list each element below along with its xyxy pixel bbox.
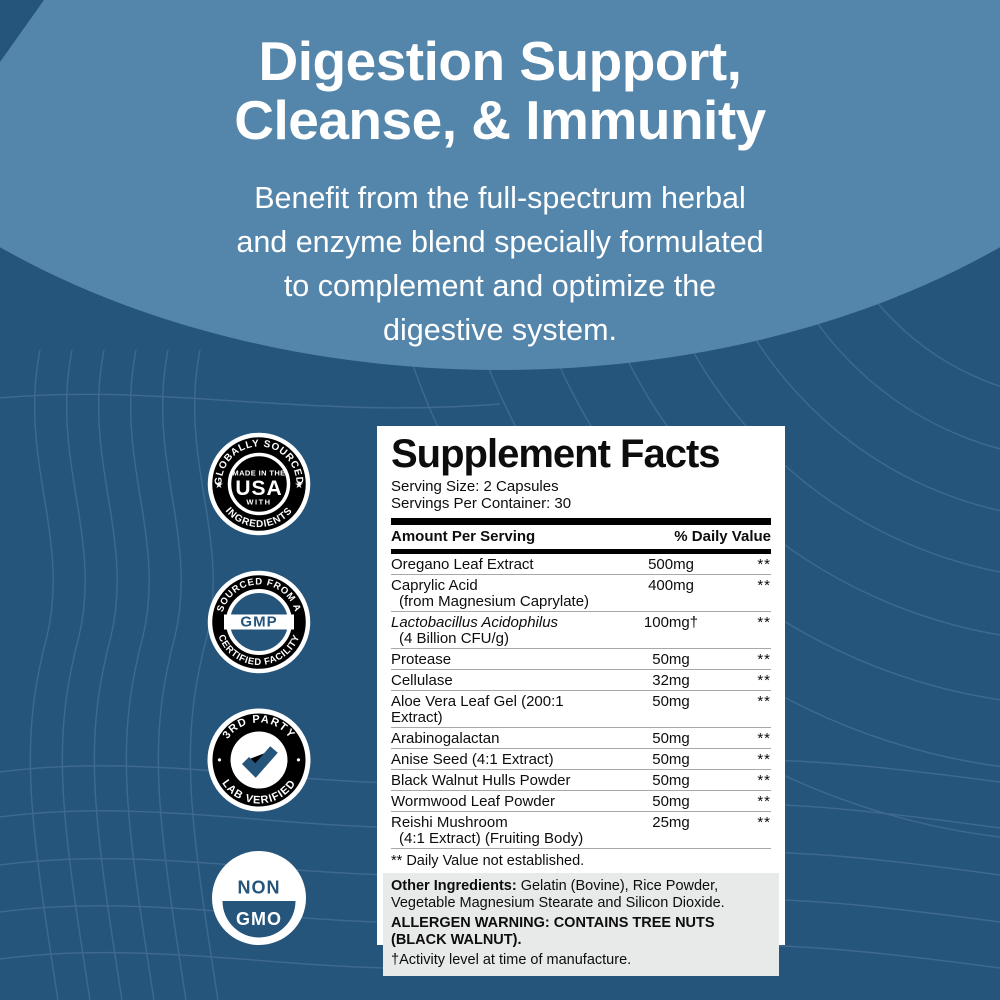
ingredient-row: Arabinogalactan 50mg ** <box>391 728 771 749</box>
non-gmo-badge: NON GMO <box>207 846 311 950</box>
star-icon: ★ <box>295 480 304 491</box>
ingredient-name: Wormwood Leaf Powder <box>391 793 555 810</box>
ingredient-name: Anise Seed (4:1 Extract) <box>391 751 554 768</box>
page-subtitle-line: Benefit from the full-spectrum herbal <box>254 181 746 215</box>
ingredient-amount: 50mg <box>652 751 690 768</box>
ingredient-row: Wormwood Leaf Powder 50mg ** <box>391 791 771 812</box>
ingredient-name: Reishi Mushroom <box>391 814 508 831</box>
ingredient-amount: 25mg <box>652 814 690 831</box>
page-title: Digestion Support, Cleanse, & Immunity <box>0 32 1000 150</box>
non-text: NON <box>238 878 281 898</box>
gmp-badge: GMP SOURCED FROM A CERTIFIED FACILITY <box>207 570 311 674</box>
ingredient-amount: 100mg† <box>643 614 699 631</box>
ingredient-row: Oregano Leaf Extract 500mg ** <box>391 554 771 575</box>
gmp-stamp-icon: GMP SOURCED FROM A CERTIFIED FACILITY <box>207 570 311 674</box>
ingredient-name: Black Walnut Hulls Powder <box>391 772 571 789</box>
ingredient-name: Aloe Vera Leaf Gel (200:1 Extract) <box>391 693 564 726</box>
ingredient-daily-value: ** <box>757 672 771 689</box>
ingredient-subtext: (from Magnesium Caprylate) <box>399 593 590 610</box>
ingredient-name: Lactobacillus Acidophilus <box>391 614 559 631</box>
ingredient-row: Protease 50mg ** <box>391 649 771 670</box>
divider-bar <box>391 518 771 525</box>
daily-value-note: ** Daily Value not established. <box>391 853 585 869</box>
ingredient-amount: 50mg <box>652 693 690 710</box>
ingredient-row: Cellulase 32mg ** <box>391 670 771 691</box>
ingredient-name: Arabinogalactan <box>391 730 500 747</box>
usa-center-main-text: USA <box>235 477 282 500</box>
checkmark-icon <box>241 746 278 778</box>
hero-background-shape <box>0 0 1000 370</box>
usa-stamp-icon: GLOBALLY SOURCED INGREDIENTS ★ ★ MADE IN… <box>207 432 311 536</box>
ingredient-amount: 50mg <box>652 772 690 789</box>
page-title-line1: Digestion Support, <box>258 30 742 92</box>
star-icon: ★ <box>215 480 224 491</box>
ingredient-row: Aloe Vera Leaf Gel (200:1 Extract) 50mg … <box>391 691 771 728</box>
ingredient-amount: 32mg <box>652 672 690 689</box>
other-ingredients-label: Other Ingredients: <box>391 878 517 894</box>
ingredient-row: Anise Seed (4:1 Extract) 50mg ** <box>391 749 771 770</box>
other-ingredients-box: Other Ingredients: Gelatin (Bovine), Ric… <box>383 873 779 976</box>
supplement-facts-title: Supplement Facts <box>391 432 721 476</box>
lab-verified-badge: 3RD PARTY LAB VERIFIED • • <box>207 708 311 812</box>
page-subtitle-line: to complement and optimize the <box>283 269 717 303</box>
ingredient-daily-value: ** <box>757 556 771 573</box>
dot-icon: • <box>296 753 300 767</box>
daily-value-header: % Daily Value <box>674 528 771 545</box>
divider-bar <box>391 549 771 554</box>
serving-size: Serving Size: 2 Capsules <box>391 478 559 495</box>
ingredient-row: Caprylic Acid (from Magnesium Caprylate)… <box>391 575 771 612</box>
ingredient-daily-value: ** <box>757 577 771 594</box>
ingredient-name: Caprylic Acid <box>391 577 478 594</box>
amount-per-serving-header: Amount Per Serving <box>391 528 536 545</box>
ingredient-subtext: (4 Billion CFU/g) <box>399 630 510 647</box>
ingredient-daily-value: ** <box>757 772 771 789</box>
bowl-shape <box>222 901 296 938</box>
page-subtitle-line: and enzyme blend specially formulated <box>236 225 764 259</box>
allergen-warning: ALLERGEN WARNING: CONTAINS TREE NUTS (BL… <box>391 915 715 948</box>
other-ingredients: Other Ingredients: Gelatin (Bovine), Ric… <box>391 878 771 912</box>
ingredient-daily-value: ** <box>757 814 771 831</box>
page-subtitle-line: digestive system. <box>383 313 617 347</box>
ingredient-amount: 50mg <box>652 730 690 747</box>
dot-icon: • <box>217 753 221 767</box>
ingredient-daily-value: ** <box>757 751 771 768</box>
page-title-line2: Cleanse, & Immunity <box>234 89 766 151</box>
ingredient-daily-value: ** <box>757 693 771 710</box>
ingredient-daily-value: ** <box>757 730 771 747</box>
table-header-row: Amount Per Serving % Daily Value <box>391 528 771 546</box>
page-subtitle: Benefit from the full-spectrum herbal an… <box>0 176 1000 352</box>
other-ingredients-text: Gelatin (Bovine), Rice Powder, Vegetable… <box>391 878 725 911</box>
ingredient-row: Reishi Mushroom (4:1 Extract) (Fruiting … <box>391 812 771 849</box>
ingredient-name: Oregano Leaf Extract <box>391 556 534 573</box>
ingredient-name: Cellulase <box>391 672 453 689</box>
ingredient-daily-value: ** <box>757 614 771 631</box>
gmp-center-text: GMP <box>240 614 277 631</box>
usa-center-bottom-text: WITH <box>246 498 271 507</box>
ingredient-daily-value: ** <box>757 651 771 668</box>
gmo-text: GMO <box>236 909 282 929</box>
ingredient-name: Protease <box>391 651 452 668</box>
servings-per-container: Servings Per Container: 30 <box>391 495 572 512</box>
activity-note: †Activity level at time of manufacture. <box>391 952 632 968</box>
ingredient-amount: 500mg <box>648 556 694 573</box>
ingredient-subtext: (4:1 Extract) (Fruiting Body) <box>399 830 584 847</box>
ingredient-row: Lactobacillus Acidophilus (4 Billion CFU… <box>391 612 771 649</box>
usa-badge: GLOBALLY SOURCED INGREDIENTS ★ ★ MADE IN… <box>207 432 311 536</box>
ingredient-amount: 50mg <box>652 651 690 668</box>
usa-center-top-text: MADE IN THE <box>232 469 285 478</box>
ingredient-daily-value: ** <box>757 793 771 810</box>
lab-verified-stamp-icon: 3RD PARTY LAB VERIFIED • • <box>207 708 311 812</box>
ingredient-amount: 50mg <box>652 793 690 810</box>
non-gmo-stamp-icon: NON GMO <box>212 851 306 945</box>
supplement-facts-panel: Supplement Facts Serving Size: 2 Capsule… <box>377 426 785 976</box>
ingredient-amount: 400mg <box>648 577 694 594</box>
ingredient-row: Black Walnut Hulls Powder 50mg ** <box>391 770 771 791</box>
